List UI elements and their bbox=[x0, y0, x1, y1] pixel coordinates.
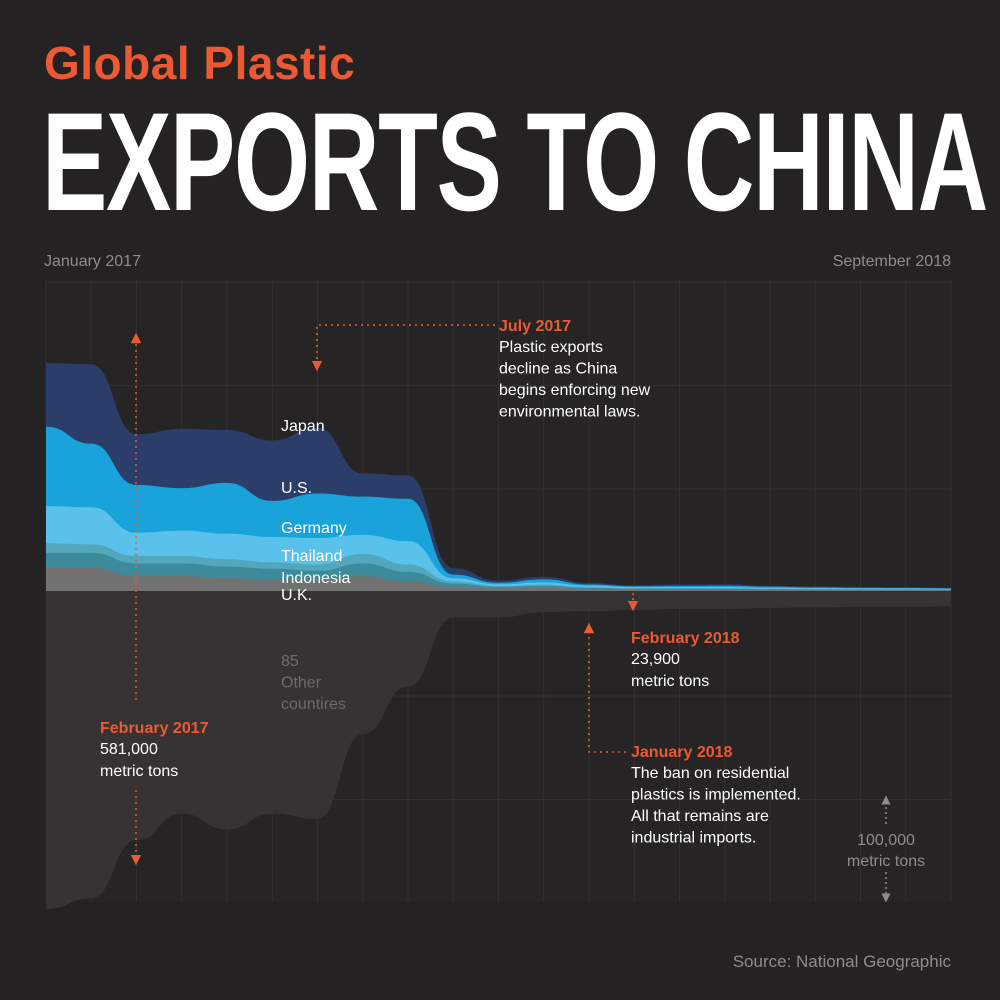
series-label-indonesia: Indonesia bbox=[281, 570, 350, 587]
annotation-feb-2018-unit: metric tons bbox=[631, 673, 709, 690]
series-label-uk: U.K. bbox=[281, 587, 312, 604]
series-label-germany: Germany bbox=[281, 520, 347, 537]
annotation-july-2017-connector bbox=[311, 324, 495, 372]
annotation-july-2017-text: Plastic exports decline as China begins en… bbox=[499, 339, 651, 421]
source-credit: Source: National Geographic bbox=[732, 952, 951, 971]
scale-value: 100,000 bbox=[857, 832, 915, 849]
x-end-label: September 2018 bbox=[832, 253, 951, 270]
annotation-feb-2018-value: 23,900 bbox=[631, 651, 680, 668]
annotation-jan-2018-text: The ban on residential plastics is implem… bbox=[631, 765, 801, 847]
annotation-feb-2017-unit: metric tons bbox=[100, 763, 178, 780]
series-area-u-k- bbox=[46, 567, 951, 591]
stream-areas bbox=[46, 363, 951, 909]
annotation-feb-2018-date: February 2018 bbox=[631, 630, 740, 647]
annotation-feb-2017-value: 581,000 bbox=[100, 741, 158, 758]
annotation-feb-2017-date: February 2017 bbox=[100, 720, 209, 737]
scale-unit: metric tons bbox=[847, 853, 925, 870]
series-area-other bbox=[46, 591, 951, 909]
series-label-us: U.S. bbox=[281, 480, 312, 497]
x-start-label: January 2017 bbox=[44, 253, 141, 270]
series-label-other: 85 Other countires bbox=[281, 653, 346, 713]
series-label-thailand: Thailand bbox=[281, 548, 342, 565]
chart-supertitle: Global Plastic bbox=[44, 37, 356, 89]
chart-title: EXPORTS TO CHINA bbox=[42, 83, 988, 240]
series-label-japan: Japan bbox=[281, 418, 325, 435]
annotation-july-2017-date: July 2017 bbox=[499, 318, 571, 335]
annotation-jan-2018-date: January 2018 bbox=[631, 744, 733, 761]
annotation-jan-2018-connector bbox=[583, 622, 626, 753]
